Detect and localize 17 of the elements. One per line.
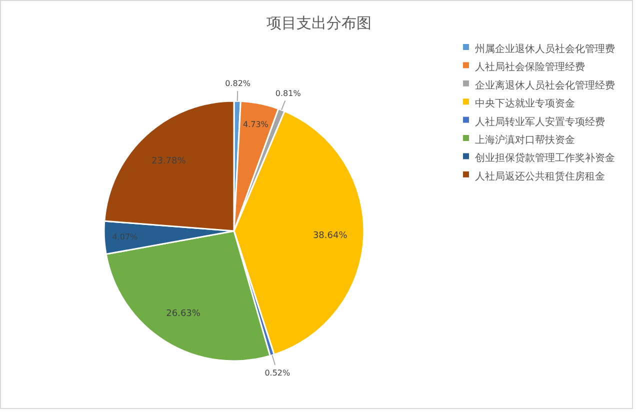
- data-label: 0.52%: [264, 368, 291, 378]
- data-label: 38.64%: [312, 231, 348, 242]
- data-label: 4.07%: [112, 232, 138, 242]
- legend-label: 人社局转业军人安置专项经费: [475, 116, 605, 128]
- data-label: 23.78%: [151, 156, 186, 166]
- legend-label: 中央下达就业专项资金: [475, 98, 575, 110]
- legend-label: 人社局社会保险管理经费: [475, 61, 585, 74]
- legend-label: 州属企业退休人员社会化管理费: [475, 43, 615, 55]
- legend-label: 创业担保贷款管理工作奖补资金: [475, 152, 615, 164]
- legend-label: 企业离退休人员社会化管理经费: [475, 79, 615, 92]
- data-label: 26.63%: [166, 308, 201, 319]
- data-label: 0.81%: [275, 89, 302, 98]
- data-label: 4.73%: [242, 120, 269, 129]
- legend-label: 人社局返还公共租赁住房租金: [475, 170, 605, 182]
- data-label: 0.82%: [225, 79, 251, 88]
- legend-label: 上海沪滇对口帮扶资金: [475, 134, 575, 146]
- chart-title: 项目支出分布图: [266, 14, 372, 32]
